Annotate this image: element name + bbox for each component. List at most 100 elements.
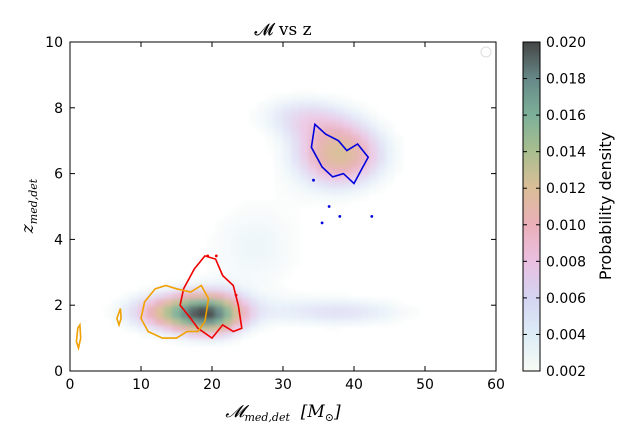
density-cell xyxy=(231,285,241,293)
density-cell xyxy=(351,193,361,201)
density-cell xyxy=(325,305,335,313)
density-cell xyxy=(231,219,241,227)
x-axis-subscript: med,det xyxy=(244,411,290,424)
density-cell xyxy=(359,167,369,175)
density-cell xyxy=(300,167,310,175)
contour-orange-island xyxy=(116,308,122,328)
y-tick-label: 0 xyxy=(54,364,63,380)
density-cell xyxy=(359,173,369,181)
density-cell xyxy=(325,140,335,148)
density-cell xyxy=(359,311,369,319)
density-cell xyxy=(300,311,310,319)
density-cell xyxy=(138,311,148,319)
density-cell xyxy=(359,318,369,326)
colorbar-tick-label: 0.018 xyxy=(546,72,586,88)
density-cell xyxy=(266,292,276,300)
y-tick-label: 8 xyxy=(54,101,63,117)
density-cell xyxy=(274,193,284,201)
density-cell xyxy=(163,324,173,333)
density-cell xyxy=(325,134,335,142)
density-cell xyxy=(163,305,173,313)
density-cell xyxy=(368,311,378,319)
density-cell xyxy=(351,311,361,319)
density-cell xyxy=(274,226,284,234)
density-cell xyxy=(325,160,335,168)
density-cell xyxy=(146,285,156,293)
density-cell xyxy=(283,206,293,214)
density-cell xyxy=(300,140,310,148)
density-cell xyxy=(248,121,258,129)
density-cell xyxy=(248,324,258,333)
density-cell xyxy=(325,311,335,319)
colorbar xyxy=(522,41,541,372)
density-cell xyxy=(291,180,301,188)
density-cell xyxy=(121,324,131,333)
density-cell xyxy=(334,193,344,201)
contour-red-marker xyxy=(234,293,238,297)
density-cell xyxy=(325,199,335,208)
density-cell xyxy=(300,298,310,306)
density-cell xyxy=(300,134,310,142)
density-cell xyxy=(291,107,301,115)
density-cell xyxy=(240,246,250,254)
density-cell xyxy=(376,180,386,188)
density-cell xyxy=(206,324,216,333)
density-cell xyxy=(155,285,165,293)
colorbar-ticks: 0.002 0.004 0.006 0.008 0.010 0.012 0.014 0.016… xyxy=(523,35,586,380)
density-cell xyxy=(334,292,344,300)
density-cell xyxy=(257,305,267,313)
density-cell xyxy=(283,226,293,234)
density-cell xyxy=(274,101,284,109)
density-cell xyxy=(351,167,361,175)
colorbar-tick-label: 0.002 xyxy=(546,364,586,380)
density-cell xyxy=(274,140,284,148)
density-cell xyxy=(368,305,378,313)
x-tick-label: 60 xyxy=(487,377,505,393)
contour-layer xyxy=(75,122,374,352)
density-cell xyxy=(155,305,165,313)
contour-orange xyxy=(140,284,210,339)
density-cell xyxy=(214,292,224,300)
density-cell xyxy=(283,298,293,306)
density-cell xyxy=(206,259,216,267)
density-cell xyxy=(274,305,284,313)
density-cell xyxy=(121,318,131,326)
density-cell xyxy=(283,239,293,247)
density-cell xyxy=(359,153,369,162)
density-cell xyxy=(300,153,310,162)
density-cell xyxy=(283,232,293,240)
x-axis-symbol: 𝓜 xyxy=(225,402,249,422)
density-cell xyxy=(274,239,284,247)
density-cell xyxy=(317,160,327,168)
density-cell xyxy=(129,305,139,313)
density-cell xyxy=(180,305,190,313)
density-cell xyxy=(274,160,284,168)
density-cell xyxy=(402,305,412,313)
density-cell xyxy=(351,318,361,326)
density-cell xyxy=(266,252,276,260)
density-cell xyxy=(368,318,378,326)
colorbar-tick-label: 0.020 xyxy=(546,35,586,51)
density-cell xyxy=(248,107,258,115)
density-cell xyxy=(308,292,318,300)
density-cell xyxy=(155,311,165,319)
density-cell xyxy=(240,199,250,208)
density-cell xyxy=(240,259,250,267)
density-cell xyxy=(172,318,182,326)
density-cell xyxy=(325,153,335,162)
density-cell xyxy=(283,107,293,115)
density-cell xyxy=(283,134,293,142)
contour-red-marker xyxy=(214,254,218,258)
density-cell xyxy=(274,246,284,254)
density-cell xyxy=(308,153,318,162)
density-cell xyxy=(138,331,148,339)
density-cell xyxy=(283,292,293,300)
colorbar-tick-label: 0.014 xyxy=(546,145,586,161)
density-cell xyxy=(351,114,361,122)
density-cell xyxy=(334,167,344,175)
density-cell xyxy=(266,232,276,240)
density-cell xyxy=(112,318,122,326)
density-cell xyxy=(376,127,386,135)
density-cell xyxy=(257,252,267,260)
density-cell xyxy=(385,134,395,142)
